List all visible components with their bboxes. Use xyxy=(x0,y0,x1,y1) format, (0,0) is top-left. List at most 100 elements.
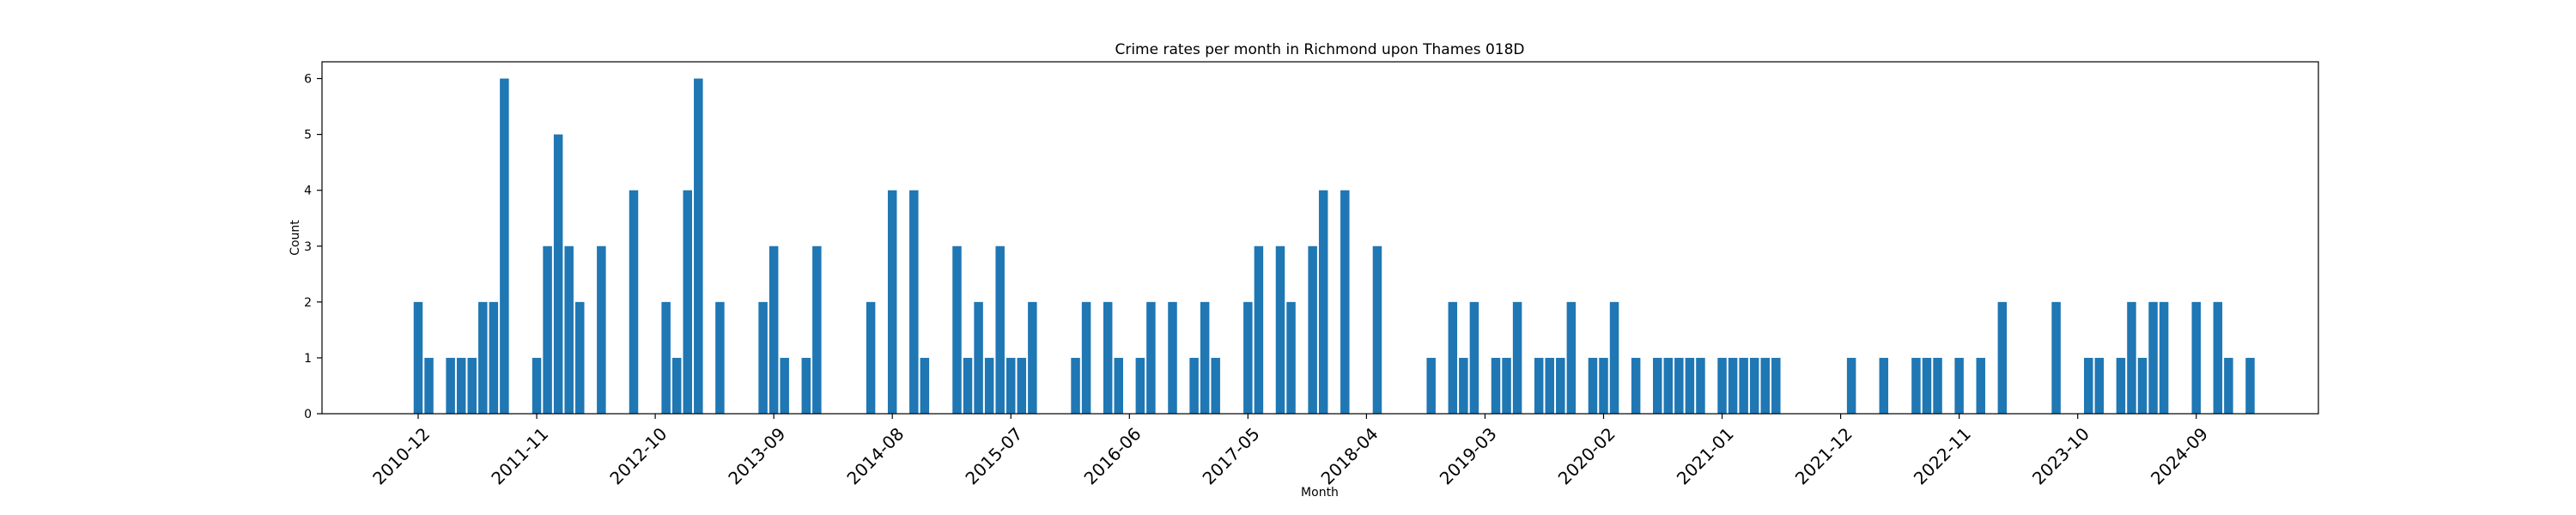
bar xyxy=(1760,357,1770,414)
chart-title: Crime rates per month in Richmond upon T… xyxy=(1115,41,1524,58)
bar xyxy=(575,301,585,414)
bar xyxy=(715,301,725,414)
y-tick-label: 1 xyxy=(304,352,312,366)
bar xyxy=(467,357,477,414)
bar xyxy=(1663,357,1674,414)
bar xyxy=(1254,245,1264,414)
bar xyxy=(1168,301,1177,414)
bar xyxy=(866,301,876,414)
y-tick-label: 2 xyxy=(304,296,312,310)
bar xyxy=(1728,357,1738,414)
bar xyxy=(1103,301,1113,414)
bar xyxy=(1954,357,1964,414)
bar xyxy=(995,245,1005,414)
bar xyxy=(2137,357,2148,414)
bar xyxy=(2116,357,2126,414)
bar xyxy=(2245,357,2255,414)
bar xyxy=(2224,357,2233,414)
bar xyxy=(532,357,542,414)
bar xyxy=(1243,301,1253,414)
bar xyxy=(920,357,930,414)
bar xyxy=(1512,301,1522,414)
bar xyxy=(780,357,789,414)
bar xyxy=(1674,357,1684,414)
bar xyxy=(1448,301,1458,414)
bar xyxy=(1653,357,1662,414)
bar xyxy=(553,134,563,414)
bar xyxy=(2148,301,2158,414)
y-tick-label: 6 xyxy=(304,73,312,87)
y-tick-layer: 0 1 2 3 4 5 6 xyxy=(304,73,322,421)
bar xyxy=(1846,357,1856,414)
bar xyxy=(1211,357,1220,414)
bar xyxy=(2191,301,2201,414)
bar xyxy=(1879,357,1889,414)
bar xyxy=(984,357,994,414)
bar xyxy=(1459,357,1468,414)
bar xyxy=(597,245,606,414)
bar xyxy=(671,357,682,414)
bar xyxy=(812,245,822,414)
bar xyxy=(1372,245,1382,414)
bar xyxy=(1771,357,1781,414)
bar xyxy=(1976,357,1985,414)
bar xyxy=(1922,357,1932,414)
bar xyxy=(1696,357,1705,414)
y-tick-label: 4 xyxy=(304,185,312,198)
bar xyxy=(2094,357,2105,414)
bar xyxy=(769,245,779,414)
bar xyxy=(1006,357,1016,414)
bar-series xyxy=(413,78,2255,415)
bar xyxy=(1200,301,1210,414)
bar xyxy=(801,357,811,414)
bar xyxy=(1469,301,1479,414)
bar xyxy=(1114,357,1123,414)
bar xyxy=(446,357,455,414)
bar xyxy=(2159,301,2169,414)
bar xyxy=(1017,357,1027,414)
bar xyxy=(1599,357,1608,414)
bar xyxy=(1588,357,1598,414)
bar xyxy=(1631,357,1641,414)
bar xyxy=(694,78,703,415)
bar xyxy=(1491,357,1501,414)
bar xyxy=(500,78,509,415)
bar xyxy=(1911,357,1921,414)
bar xyxy=(1566,301,1577,414)
bar xyxy=(1534,357,1544,414)
bar xyxy=(1286,301,1296,414)
bar xyxy=(887,190,897,414)
bar xyxy=(1997,301,2008,414)
bar xyxy=(758,301,768,414)
bar xyxy=(974,301,983,414)
bar xyxy=(543,245,552,414)
bar xyxy=(1081,301,1091,414)
bar xyxy=(1502,357,1511,414)
bar xyxy=(1071,357,1080,414)
bar xyxy=(1609,301,1619,414)
bar xyxy=(2084,357,2093,414)
bar xyxy=(1545,357,1554,414)
bar xyxy=(1685,357,1695,414)
bar xyxy=(1933,357,1942,414)
bar xyxy=(478,301,488,414)
bar xyxy=(1275,245,1285,414)
bar xyxy=(1749,357,1759,414)
bar xyxy=(424,357,434,414)
y-tick-label: 0 xyxy=(304,408,312,421)
bar xyxy=(489,301,499,414)
bar xyxy=(456,357,466,414)
y-tick-label: 5 xyxy=(304,129,312,142)
bar xyxy=(1308,245,1317,414)
bar xyxy=(1340,190,1350,414)
y-tick-label: 3 xyxy=(304,240,312,254)
plot-frame xyxy=(321,61,2319,415)
y-axis-label: Count xyxy=(289,220,302,256)
bar xyxy=(2127,301,2136,414)
bar xyxy=(1318,190,1328,414)
bar xyxy=(564,245,574,414)
bar xyxy=(413,301,423,414)
bar xyxy=(1426,357,1436,414)
